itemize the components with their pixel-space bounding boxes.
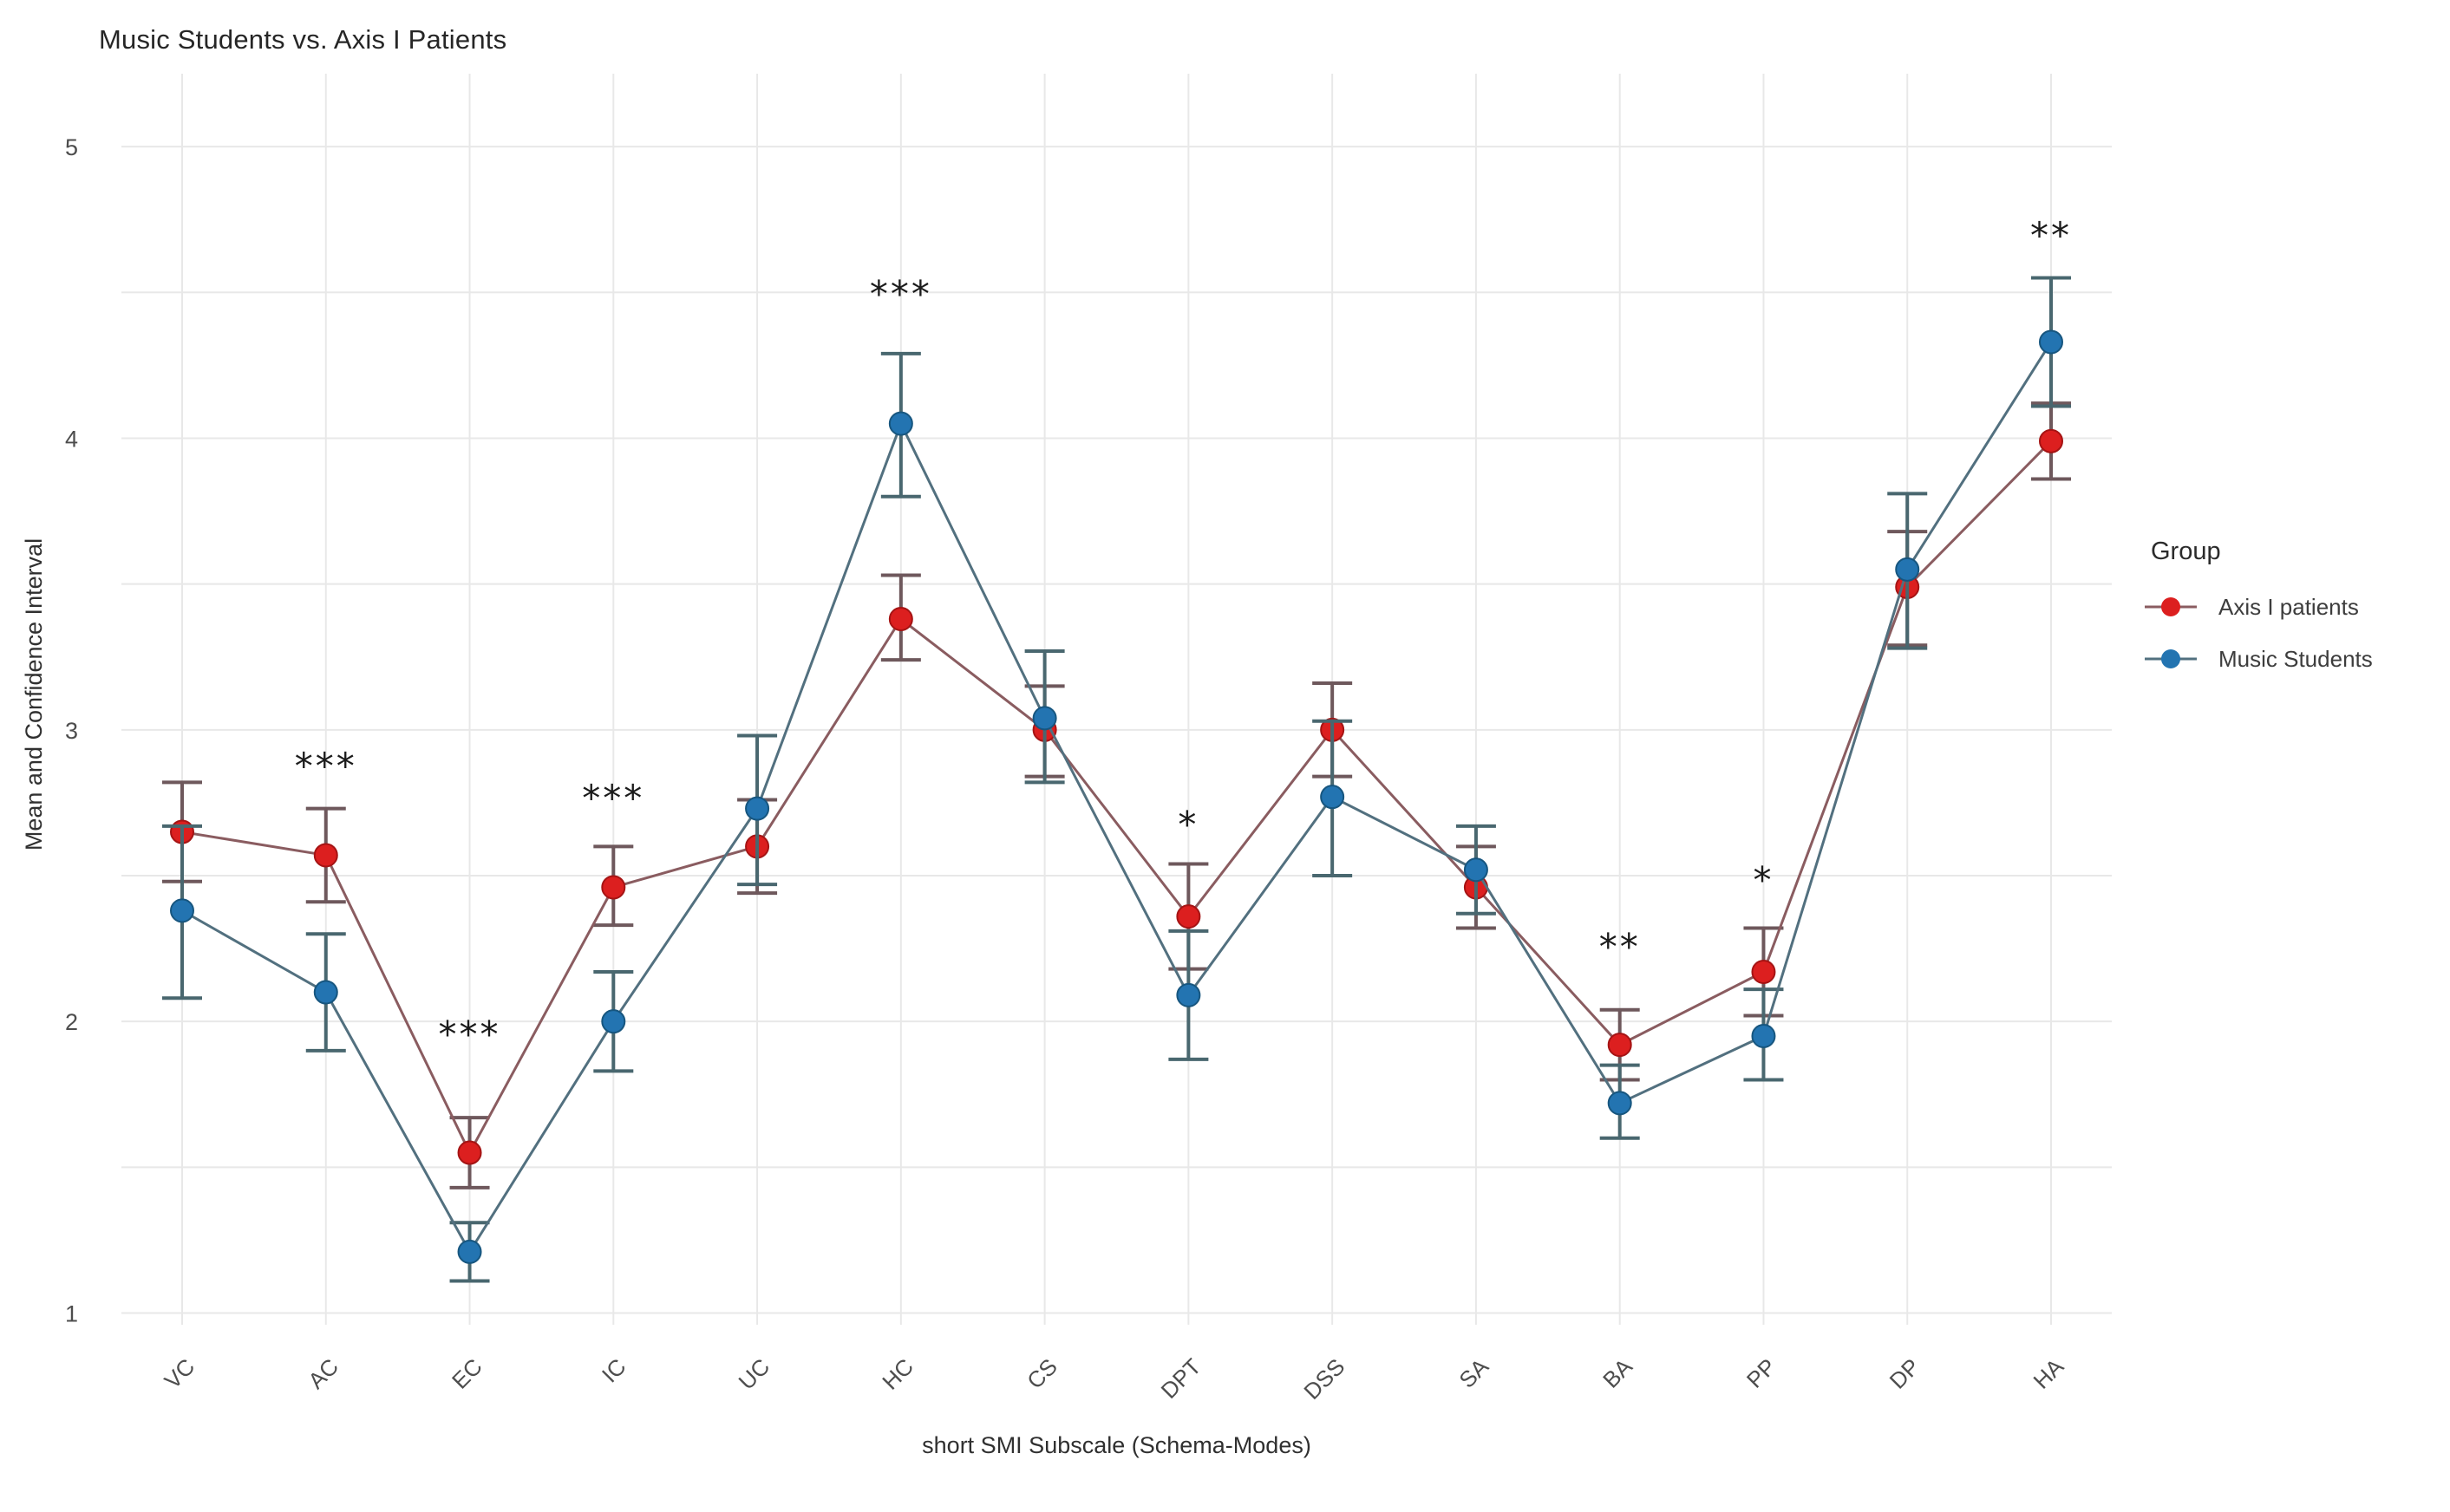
- legend-key-music-students-icon: [2145, 649, 2197, 668]
- significance-marker: **: [2030, 214, 2072, 257]
- data-point: [1320, 785, 1345, 810]
- significance-marker: **: [1599, 926, 1641, 968]
- data-point: [1607, 1033, 1632, 1058]
- x-tick-label: DSS: [1298, 1353, 1349, 1404]
- x-tick-label: DPT: [1156, 1353, 1206, 1404]
- data-point: [745, 796, 770, 821]
- data-point: [1176, 904, 1201, 929]
- data-point: [888, 411, 913, 436]
- significance-marker: ***: [870, 272, 932, 315]
- data-point: [457, 1239, 482, 1264]
- data-point: [1463, 857, 1488, 883]
- significance-marker: ***: [439, 1013, 501, 1056]
- x-tick-label: IC: [597, 1353, 631, 1388]
- series-line: [181, 440, 2053, 1156]
- y-tick-label: 2: [65, 1009, 78, 1035]
- data-point: [313, 980, 338, 1005]
- legend-item-music-students: Music Students: [2142, 644, 2373, 674]
- data-point: [1751, 960, 1776, 984]
- page-title: Music Students vs. Axis I Patients: [99, 24, 507, 55]
- legend-item-axis-i-patients: Axis I patients: [2142, 592, 2373, 622]
- significance-marker: ***: [295, 745, 357, 787]
- series-line: [181, 341, 2053, 1255]
- significance-marker: *: [1178, 803, 1199, 845]
- data-point: [2039, 329, 2063, 355]
- x-tick-label: CS: [1022, 1353, 1062, 1394]
- data-point: [1751, 1024, 1776, 1048]
- data-point: [1895, 557, 1920, 582]
- x-tick-label: DP: [1885, 1353, 1925, 1394]
- y-tick-label: 5: [65, 134, 78, 160]
- data-point: [2039, 428, 2063, 453]
- x-tick-label: PP: [1741, 1353, 1781, 1393]
- data-point: [313, 843, 338, 868]
- data-point: [601, 875, 626, 900]
- y-tick-label: 4: [65, 426, 78, 452]
- x-tick-label: UC: [734, 1353, 775, 1395]
- data-point: [601, 1009, 626, 1034]
- data-point: [888, 607, 913, 631]
- y-axis-title: Mean and Confidence Interval: [21, 538, 47, 851]
- legend-label-axis-i-patients: Axis I patients: [2218, 593, 2359, 620]
- x-tick-label: EC: [447, 1353, 487, 1394]
- significance-marker: *: [1753, 858, 1774, 901]
- y-tick-label: 1: [65, 1301, 78, 1327]
- significance-marker: ***: [582, 777, 644, 819]
- legend-label-music-students: Music Students: [2218, 645, 2373, 672]
- x-tick-label: SA: [1454, 1353, 1493, 1393]
- x-tick-label: HA: [2028, 1353, 2068, 1394]
- x-tick-label: BA: [1597, 1353, 1637, 1393]
- x-tick-label: HC: [877, 1353, 918, 1395]
- data-point: [1176, 982, 1201, 1007]
- legend: Group Axis I patients Music Students: [2142, 538, 2373, 696]
- legend-key-axis-i-patients-icon: [2145, 597, 2197, 616]
- data-point: [457, 1140, 482, 1165]
- x-tick-label: AC: [303, 1353, 343, 1394]
- legend-title: Group: [2151, 538, 2221, 565]
- data-point: [170, 898, 194, 923]
- data-point: [1607, 1091, 1632, 1116]
- x-tick-label: VC: [159, 1353, 199, 1394]
- data-point: [1032, 706, 1057, 731]
- y-tick-label: 3: [65, 718, 78, 744]
- x-axis-title: short SMI Subscale (Schema-Modes): [922, 1432, 1311, 1458]
